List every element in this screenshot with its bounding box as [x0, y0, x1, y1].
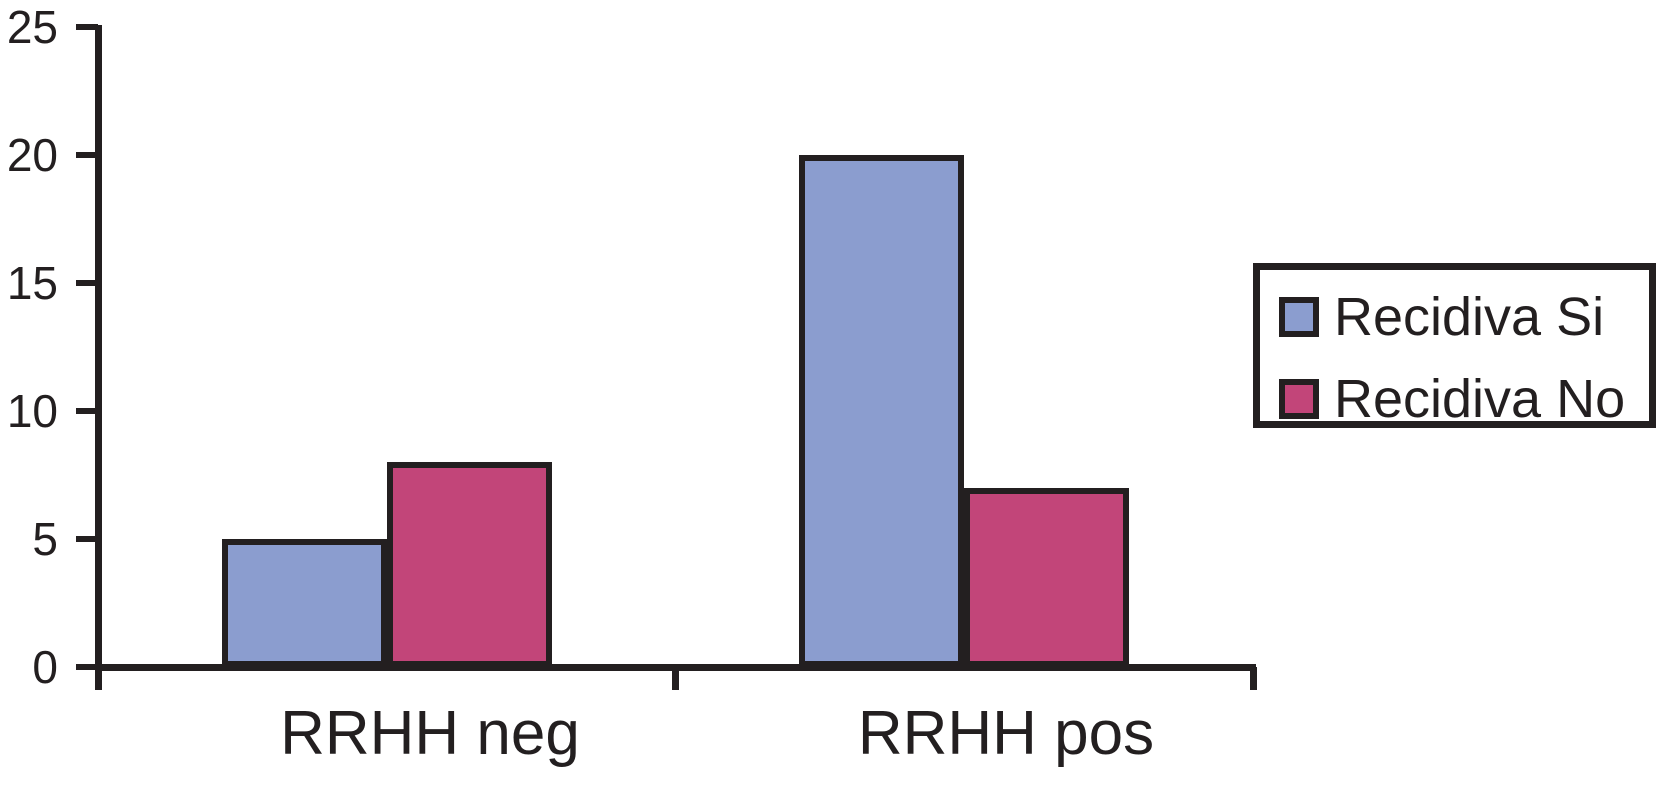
bar-si-pos	[799, 155, 964, 667]
y-tick-label: 25	[6, 1, 58, 53]
y-tick-label: 0	[32, 641, 58, 693]
y-tick	[76, 152, 98, 158]
y-tick-label: 5	[32, 513, 58, 565]
legend-label: Recidiva Si	[1334, 287, 1605, 347]
x-tick	[672, 667, 679, 690]
legend-item: Recidiva No	[1279, 372, 1625, 426]
legend-swatch-recidiva-si	[1279, 297, 1319, 337]
bar-no-neg	[386, 462, 552, 667]
bar-si-neg	[221, 539, 387, 667]
y-tick-label: 20	[6, 129, 58, 181]
y-tick-label: 15	[6, 257, 58, 309]
y-tick	[76, 280, 98, 286]
bar-no-pos	[964, 488, 1129, 667]
y-tick	[76, 24, 98, 30]
x-tick	[1250, 667, 1257, 690]
y-axis-line	[95, 25, 102, 690]
y-tick	[76, 536, 98, 542]
y-tick	[76, 408, 98, 414]
y-tick	[76, 664, 98, 670]
legend-item: Recidiva Si	[1279, 290, 1604, 344]
y-tick-label: 10	[6, 385, 58, 437]
x-category-label: RRHH neg	[280, 699, 580, 768]
legend-box: Recidiva Si Recidiva No	[1253, 263, 1656, 428]
legend-label: Recidiva No	[1334, 369, 1626, 429]
x-category-label: RRHH pos	[857, 699, 1155, 768]
legend-swatch-recidiva-no	[1279, 379, 1319, 419]
